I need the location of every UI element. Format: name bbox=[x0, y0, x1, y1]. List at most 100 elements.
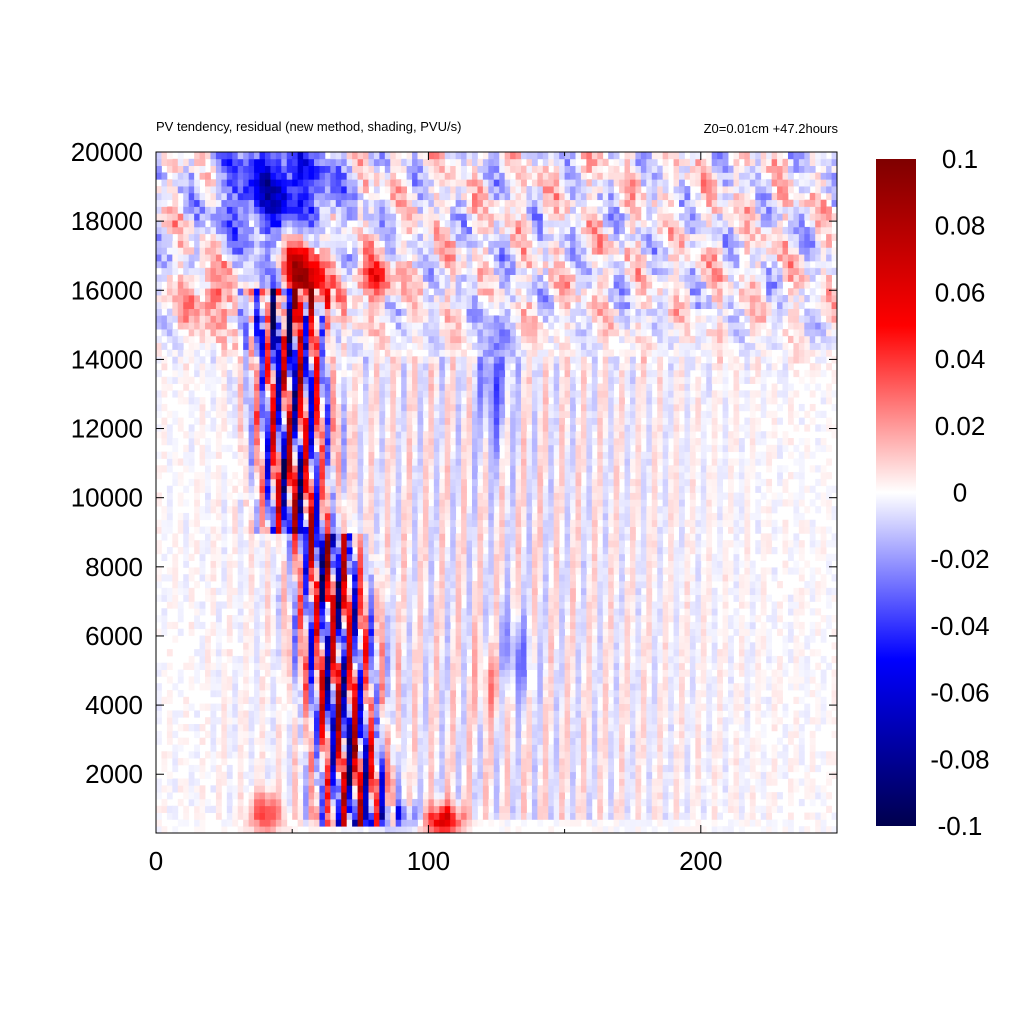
heatmap-cell bbox=[308, 764, 315, 773]
heatmap-cell bbox=[553, 662, 560, 670]
heatmap-cell bbox=[313, 778, 320, 786]
heatmap-cell bbox=[313, 676, 320, 684]
heatmap-cell bbox=[728, 655, 734, 664]
heatmap-cell bbox=[570, 737, 576, 745]
heatmap-cell bbox=[450, 662, 457, 670]
heatmap-cell bbox=[537, 792, 544, 800]
heatmap-cell bbox=[548, 798, 555, 807]
heatmap-cell bbox=[488, 703, 495, 711]
heatmap-cell bbox=[439, 703, 446, 711]
heatmap-cell bbox=[248, 642, 255, 650]
heatmap-cell bbox=[695, 519, 702, 527]
heatmap-cell bbox=[161, 506, 168, 514]
heatmap-cell bbox=[270, 506, 277, 514]
heatmap-cell bbox=[401, 730, 408, 739]
heatmap-cell bbox=[215, 785, 222, 793]
heatmap-cell bbox=[510, 805, 516, 813]
heatmap-cell bbox=[608, 567, 615, 575]
heatmap-cell bbox=[722, 642, 729, 650]
heatmap-cell bbox=[548, 785, 555, 793]
heatmap-cell bbox=[619, 724, 625, 732]
heatmap-cell bbox=[657, 519, 664, 527]
heatmap-cell bbox=[640, 717, 647, 725]
heatmap-cell bbox=[591, 703, 598, 711]
heatmap-cell bbox=[248, 826, 255, 834]
heatmap-cell bbox=[602, 649, 609, 657]
heatmap-cell bbox=[166, 519, 173, 527]
heatmap-cell bbox=[406, 771, 413, 779]
heatmap-cell bbox=[412, 512, 418, 521]
heatmap-cell bbox=[482, 703, 489, 711]
heatmap-cell bbox=[341, 635, 348, 643]
heatmap-cell bbox=[815, 696, 822, 705]
heatmap-cell bbox=[417, 621, 424, 630]
heatmap-cell bbox=[542, 540, 549, 548]
heatmap-cell bbox=[275, 615, 282, 623]
heatmap-cell bbox=[537, 621, 544, 630]
heatmap-cell bbox=[417, 798, 424, 807]
heatmap-cell bbox=[308, 771, 315, 779]
heatmap-cell bbox=[733, 703, 740, 711]
heatmap-cell bbox=[450, 499, 457, 507]
heatmap-cell bbox=[379, 812, 386, 820]
heatmap-cell bbox=[412, 540, 418, 548]
heatmap-cell bbox=[461, 615, 467, 623]
heatmap-cell bbox=[248, 676, 255, 684]
heatmap-cell bbox=[722, 587, 729, 596]
heatmap-cell bbox=[352, 506, 358, 514]
heatmap-cell bbox=[624, 669, 631, 677]
heatmap-cell bbox=[613, 751, 620, 759]
heatmap-cell bbox=[646, 546, 653, 555]
heatmap-cell bbox=[717, 655, 723, 664]
heatmap-cell bbox=[243, 546, 250, 555]
heatmap-cell bbox=[733, 764, 740, 773]
heatmap-cell bbox=[477, 621, 484, 630]
heatmap-cell bbox=[608, 546, 615, 555]
heatmap-cell bbox=[324, 669, 331, 677]
heatmap-cell bbox=[275, 717, 282, 725]
heatmap-cell bbox=[668, 812, 674, 820]
heatmap-cell bbox=[602, 574, 609, 582]
heatmap-cell bbox=[259, 724, 266, 732]
heatmap-cell bbox=[613, 594, 620, 602]
heatmap-cell bbox=[341, 771, 348, 779]
heatmap-cell bbox=[477, 717, 484, 725]
heatmap-cell bbox=[482, 540, 489, 548]
heatmap-cell bbox=[352, 812, 358, 820]
heatmap-cell bbox=[264, 758, 271, 766]
heatmap-cell bbox=[335, 764, 342, 773]
heatmap-cell bbox=[793, 724, 800, 732]
heatmap-cell bbox=[586, 819, 593, 827]
heatmap-cell bbox=[379, 567, 386, 575]
heatmap-cell bbox=[166, 587, 173, 596]
heatmap-cell bbox=[373, 792, 380, 800]
heatmap-cell bbox=[259, 642, 266, 650]
heatmap-cell bbox=[733, 758, 740, 766]
heatmap-cell bbox=[597, 751, 604, 759]
heatmap-cell bbox=[439, 724, 446, 732]
heatmap-cell bbox=[221, 751, 228, 759]
heatmap-cell bbox=[303, 567, 309, 575]
heatmap-cell bbox=[156, 594, 162, 602]
heatmap-cell bbox=[798, 826, 805, 834]
heatmap-cell bbox=[346, 792, 353, 800]
heatmap-cell bbox=[782, 546, 789, 555]
heatmap-cell bbox=[815, 628, 822, 636]
heatmap-cell bbox=[412, 662, 418, 670]
heatmap-cell bbox=[221, 601, 228, 609]
heatmap-cell bbox=[363, 717, 369, 725]
heatmap-cell bbox=[521, 758, 527, 766]
heatmap-cell bbox=[390, 751, 397, 759]
heatmap-cell bbox=[804, 526, 811, 534]
heatmap-cell bbox=[580, 587, 587, 596]
heatmap-cell bbox=[308, 587, 315, 596]
heatmap-cell bbox=[172, 581, 179, 589]
heatmap-cell bbox=[346, 676, 353, 684]
heatmap-cell bbox=[428, 621, 435, 630]
heatmap-cell bbox=[717, 512, 723, 521]
heatmap-cell bbox=[575, 778, 582, 786]
heatmap-cell bbox=[798, 519, 805, 527]
heatmap-cell bbox=[406, 826, 413, 834]
heatmap-cell bbox=[646, 560, 653, 568]
heatmap-cell bbox=[493, 574, 500, 582]
